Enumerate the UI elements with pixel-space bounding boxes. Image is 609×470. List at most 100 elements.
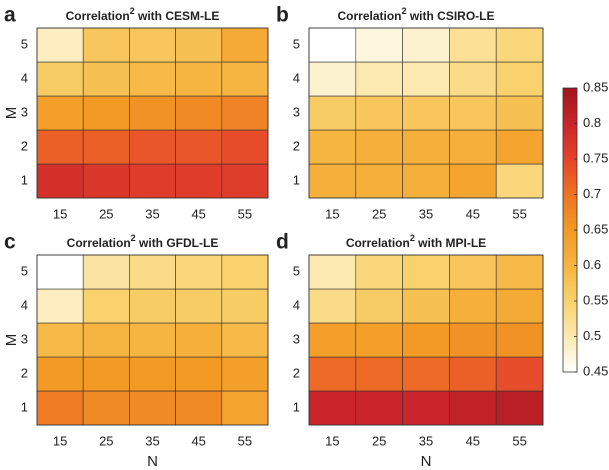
heat-cell xyxy=(82,356,130,392)
heat-cell xyxy=(355,254,403,290)
title-suffix: with GFDL-LE xyxy=(136,236,219,250)
heat-cell xyxy=(175,322,223,358)
title-suffix: with CESM-LE xyxy=(135,9,220,23)
heat-cell xyxy=(82,61,130,97)
y-tick-label: 4 xyxy=(293,297,300,312)
panel-title: Correlation2 with GFDL-LE xyxy=(67,233,219,250)
heat-cell xyxy=(36,95,84,131)
heat-cell xyxy=(129,129,176,165)
y-tick-label: 5 xyxy=(21,36,28,51)
heat-cell xyxy=(449,163,497,199)
heat-cell xyxy=(402,288,450,324)
heat-cell xyxy=(129,356,176,392)
plot-frame xyxy=(36,27,269,199)
plot-frame xyxy=(308,254,544,426)
colorbar-tick-label: 0.55 xyxy=(583,292,608,307)
heat-cell xyxy=(355,163,403,199)
heat-cell xyxy=(36,129,84,165)
heat-cell xyxy=(495,163,544,199)
colorbar-tick-label: 0.65 xyxy=(583,221,608,236)
heat-cell xyxy=(308,129,357,165)
x-axis-label: N xyxy=(421,453,432,470)
heat-cell xyxy=(495,27,544,63)
heat-cell xyxy=(449,129,497,165)
heat-cell xyxy=(36,61,84,97)
heat-cell xyxy=(36,390,84,426)
heat-cell xyxy=(175,390,223,426)
heat-cell xyxy=(221,27,269,63)
heat-cell xyxy=(355,288,403,324)
heat-cell xyxy=(449,61,497,97)
colorbar-tick-label: 0.75 xyxy=(583,150,608,165)
y-tick-label: 3 xyxy=(21,331,28,346)
colorbar-tick-label: 0.85 xyxy=(583,79,608,94)
heat-cell xyxy=(355,95,403,131)
x-tick-label: 15 xyxy=(325,206,339,221)
panel-letter: c xyxy=(4,231,16,254)
y-tick-label: 2 xyxy=(293,138,300,153)
y-tick-label: 4 xyxy=(293,70,300,85)
heat-cell xyxy=(175,95,223,131)
heat-cell xyxy=(129,322,176,358)
heat-cell xyxy=(36,288,84,324)
colorbar-tick-label: 0.45 xyxy=(583,363,608,378)
heat-cell xyxy=(175,356,223,392)
x-axis-label: N xyxy=(147,453,158,470)
x-tick-label: 35 xyxy=(419,433,433,448)
heat-cell xyxy=(82,129,130,165)
y-tick-label: 1 xyxy=(21,399,28,414)
heat-cell xyxy=(355,390,403,426)
heat-cell xyxy=(82,163,130,199)
heat-cell xyxy=(175,254,223,290)
title-superscript: 2 xyxy=(131,233,136,243)
panel-letter: d xyxy=(276,231,289,254)
heat-cell xyxy=(402,254,450,290)
heat-cell xyxy=(402,61,450,97)
heat-cell xyxy=(221,61,269,97)
panel-title: Correlation2 with MPI-LE xyxy=(346,233,486,250)
heat-cell xyxy=(402,129,450,165)
x-tick-label: 25 xyxy=(372,206,386,221)
heat-cell xyxy=(495,356,544,392)
y-tick-label: 2 xyxy=(21,138,28,153)
heat-cell xyxy=(129,27,176,63)
heat-cell xyxy=(495,61,544,97)
y-axis-label: M xyxy=(3,334,20,347)
heat-cell xyxy=(221,390,269,426)
title-main: Correlation xyxy=(346,236,410,250)
y-axis-label: M xyxy=(3,107,20,120)
title-superscript: 2 xyxy=(130,6,135,16)
heat-cell xyxy=(82,254,130,290)
x-tick-label: 35 xyxy=(419,206,433,221)
x-tick-label: 15 xyxy=(325,433,339,448)
title-suffix: with CSIRO-LE xyxy=(407,9,495,23)
heat-cell xyxy=(402,27,450,63)
x-tick-label: 35 xyxy=(145,433,159,448)
y-tick-label: 3 xyxy=(293,104,300,119)
heat-cell xyxy=(355,356,403,392)
heat-cell xyxy=(221,163,269,199)
title-main: Correlation xyxy=(67,236,131,250)
heat-cell xyxy=(129,61,176,97)
heat-cell xyxy=(308,254,357,290)
heat-cell xyxy=(308,356,357,392)
heat-cell xyxy=(495,129,544,165)
heat-cell xyxy=(449,254,497,290)
y-tick-label: 3 xyxy=(21,104,28,119)
heat-cell xyxy=(36,322,84,358)
heat-cell xyxy=(495,95,544,131)
panel-title: Correlation2 with CESM-LE xyxy=(66,6,220,23)
heat-cell xyxy=(449,95,497,131)
heat-cell xyxy=(402,95,450,131)
heat-cell xyxy=(221,95,269,131)
heat-cell xyxy=(36,356,84,392)
heat-cell xyxy=(355,27,403,63)
heat-cell xyxy=(308,27,357,63)
heat-cell xyxy=(175,61,223,97)
x-tick-label: 55 xyxy=(238,206,252,221)
title-main: Correlation xyxy=(66,9,130,23)
panel-letter: b xyxy=(276,4,289,27)
y-tick-label: 4 xyxy=(21,70,28,85)
x-tick-label: 25 xyxy=(99,433,113,448)
